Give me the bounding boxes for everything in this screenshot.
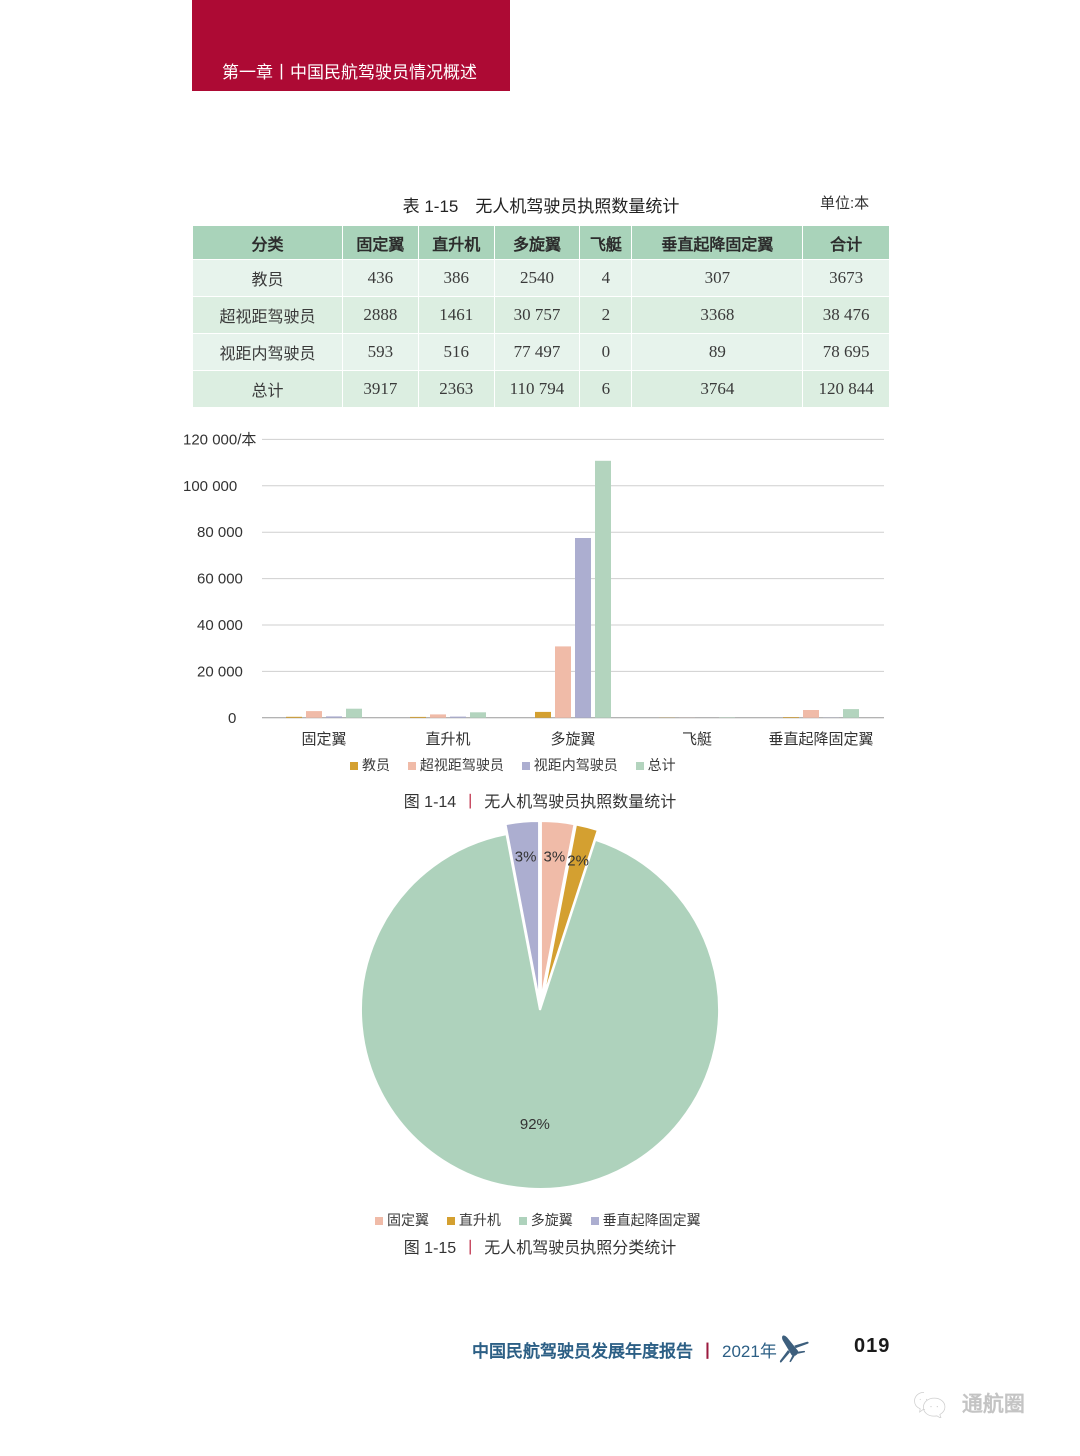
svg-text:0: 0 [228,710,236,727]
svg-text:多旋翼: 多旋翼 [550,731,595,748]
svg-text:2%: 2% [567,853,589,870]
svg-text:80 000: 80 000 [197,524,243,541]
svg-text:120 000/本: 120 000/本 [183,431,256,448]
svg-text:100 000: 100 000 [183,478,237,495]
svg-text:40 000: 40 000 [197,617,243,634]
svg-text:20 000: 20 000 [197,663,243,680]
svg-text:60 000: 60 000 [197,571,243,588]
svg-text:3%: 3% [515,849,537,866]
svg-text:固定翼: 固定翼 [301,731,346,748]
svg-text:92%: 92% [520,1116,550,1133]
svg-text:3%: 3% [544,849,566,866]
svg-text:垂直起降固定翼: 垂直起降固定翼 [768,731,873,748]
svg-text:飞艇: 飞艇 [682,731,712,748]
svg-text:直升机: 直升机 [425,731,470,748]
